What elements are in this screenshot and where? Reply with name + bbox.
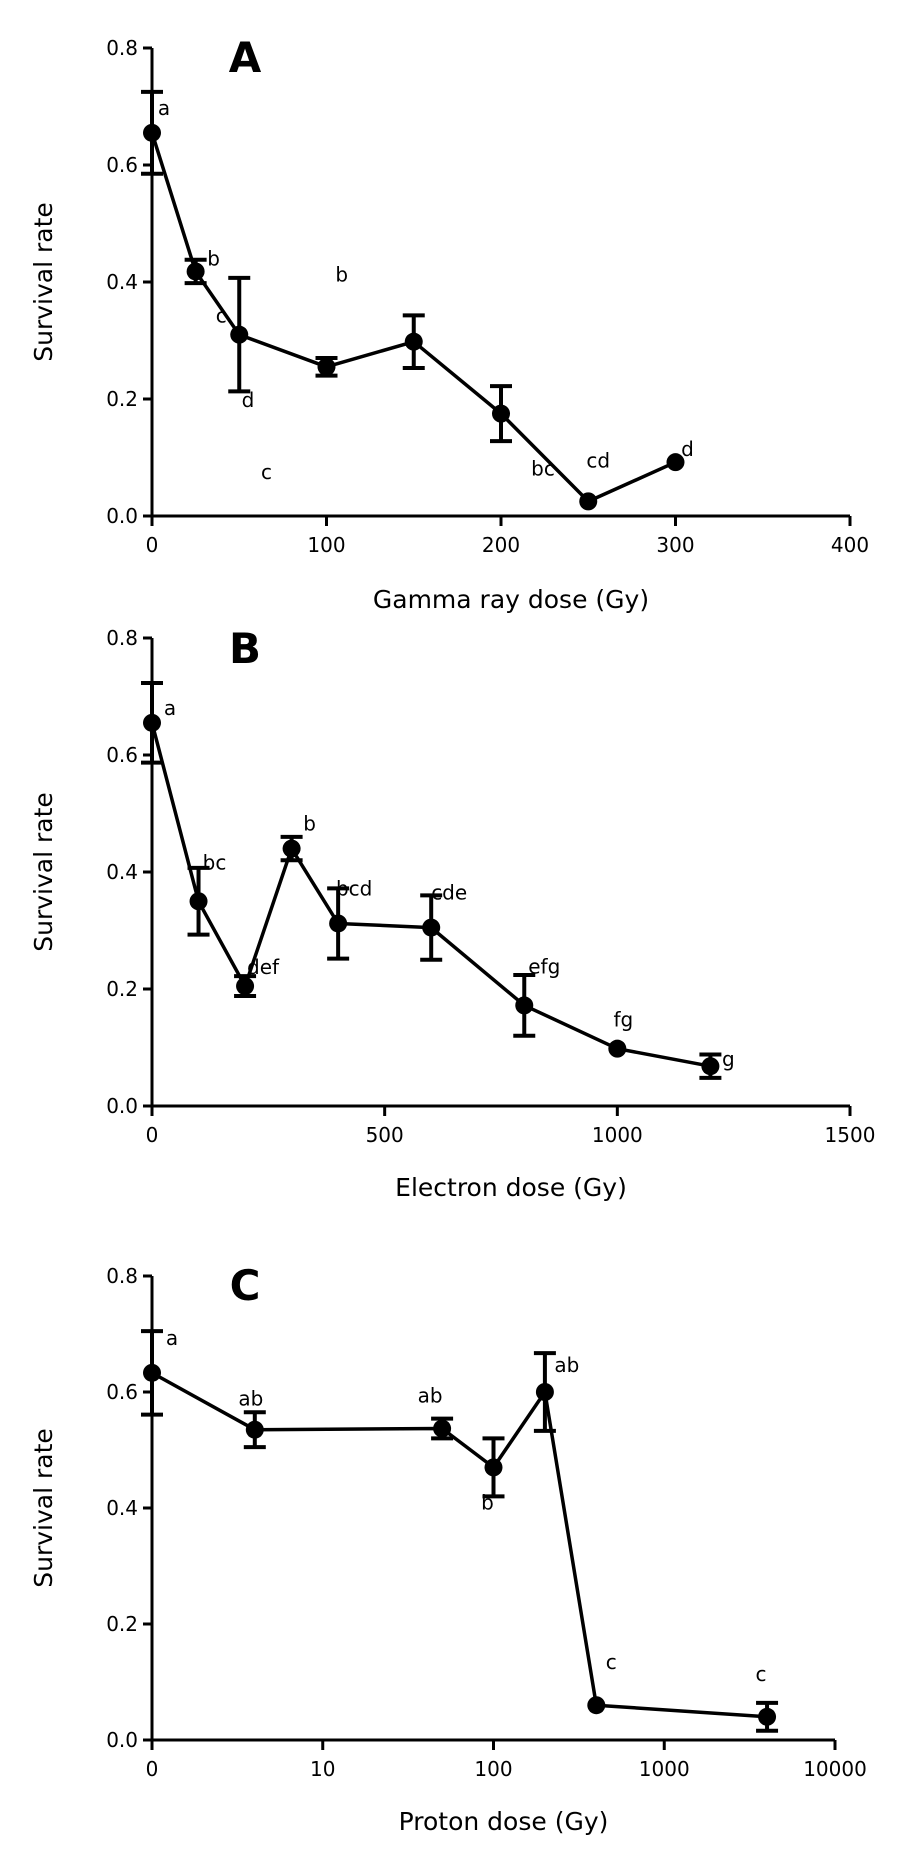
significance-label: a [158, 96, 170, 120]
significance-label: b [207, 246, 220, 270]
data-point [535, 1383, 554, 1401]
y-axis-title: Survival rate [29, 792, 58, 952]
x-tick-label: 0 [146, 1757, 159, 1781]
y-tick-label: 0.2 [106, 1612, 138, 1636]
y-tick-label: 0.2 [106, 387, 138, 411]
series-line [151, 1371, 768, 1719]
y-axis-title: Survival rate [29, 202, 58, 362]
data-point [758, 1707, 777, 1726]
significance-label: def [247, 955, 280, 979]
chart-panel-B: 0.0 0.2 0.4 0.6 0.8 0 500 1000 1500 Electron dose… [29, 624, 875, 1202]
significance-label: c [261, 460, 272, 484]
x-axis-title: Proton dose (Gy) [399, 1807, 609, 1836]
data-point [186, 262, 205, 281]
data-point [282, 839, 301, 858]
data-point [433, 1419, 452, 1438]
significance-label: g [722, 1047, 735, 1071]
data-point [492, 404, 510, 423]
y-axis-title: Survival rate [29, 1428, 58, 1588]
panel-label: C [230, 1261, 261, 1310]
significance-label: cd [586, 448, 610, 472]
x-axis-title: Gamma ray dose (Gy) [373, 585, 649, 614]
significance-label: fg [613, 1008, 633, 1032]
chart-panel-C: 0.0 0.2 0.4 0.6 0.8 0 10 100 1000 10000 Proton dos… [29, 1261, 867, 1836]
data-point [666, 453, 685, 472]
data-point [230, 325, 249, 344]
significance-label: c [606, 1650, 617, 1674]
y-tick-label: 0.0 [106, 1728, 138, 1752]
data-point [143, 1363, 161, 1382]
x-tick-label: 0 [146, 533, 159, 557]
y-tick-label: 0.4 [106, 860, 138, 884]
y-tick-label: 0.8 [106, 1264, 138, 1288]
y-tick-label: 0.6 [106, 1380, 138, 1404]
y-tick-label: 0.2 [106, 977, 138, 1001]
data-point [515, 996, 534, 1015]
significance-label: cde [431, 881, 467, 905]
data-point [608, 1039, 627, 1058]
x-tick-label: 1000 [592, 1123, 643, 1147]
significance-label: efg [528, 954, 560, 978]
y-tick-label: 0.8 [106, 36, 138, 60]
significance-label: ab [554, 1353, 579, 1377]
y-tick-label: 0.6 [106, 153, 138, 177]
data-point [329, 914, 348, 933]
significance-label: a [166, 1326, 178, 1350]
y-tick-label: 0.4 [106, 270, 138, 294]
x-tick-label: 200 [482, 533, 520, 557]
significance-label: b [303, 812, 316, 836]
data-point [143, 713, 161, 732]
y-tick-label: 0.0 [106, 504, 138, 528]
chart-panel-A: 0.0 0.2 0.4 0.6 0.8 0 100 200 300 400 Gamma ray do… [29, 33, 869, 614]
x-tick-label: 10000 [803, 1757, 867, 1781]
significance-label: c [756, 1662, 767, 1686]
data-point [317, 357, 336, 376]
data-point [245, 1420, 264, 1439]
data-point [587, 1696, 606, 1715]
data-point [484, 1458, 503, 1477]
y-tick-label: 0.4 [106, 1496, 138, 1520]
x-tick-label: 100 [474, 1757, 512, 1781]
panel-label: B [229, 624, 261, 673]
data-point [701, 1057, 720, 1076]
significance-label: b [481, 1490, 494, 1514]
x-tick-label: 0 [146, 1123, 159, 1147]
significance-label: bcd [336, 876, 372, 900]
x-tick-label: 300 [656, 533, 694, 557]
x-tick-label: 100 [307, 533, 345, 557]
significance-label: b [335, 263, 348, 287]
x-tick-label: 400 [831, 533, 869, 557]
significance-label: bc [531, 457, 555, 481]
data-point [404, 332, 423, 351]
significance-label: ab [418, 1384, 443, 1408]
data-point [422, 918, 441, 937]
y-tick-label: 0.0 [106, 1094, 138, 1118]
data-point [143, 123, 161, 142]
significance-label: bc [203, 850, 227, 874]
y-tick-label: 0.8 [106, 626, 138, 650]
data-point [579, 492, 598, 511]
data-point [236, 977, 255, 996]
x-tick-label: 1500 [825, 1123, 876, 1147]
significance-label: ab [238, 1387, 263, 1411]
x-tick-label: 1000 [639, 1757, 690, 1781]
x-tick-label: 10 [310, 1757, 335, 1781]
x-tick-label: 500 [366, 1123, 404, 1147]
x-axis-title: Electron dose (Gy) [395, 1173, 627, 1202]
significance-label: d [681, 437, 694, 461]
significance-label: c [216, 304, 227, 328]
significance-label: d [242, 388, 255, 412]
significance-label: a [164, 696, 176, 720]
panel-label: A [229, 33, 262, 82]
y-tick-label: 0.6 [106, 743, 138, 767]
data-point [189, 892, 208, 911]
